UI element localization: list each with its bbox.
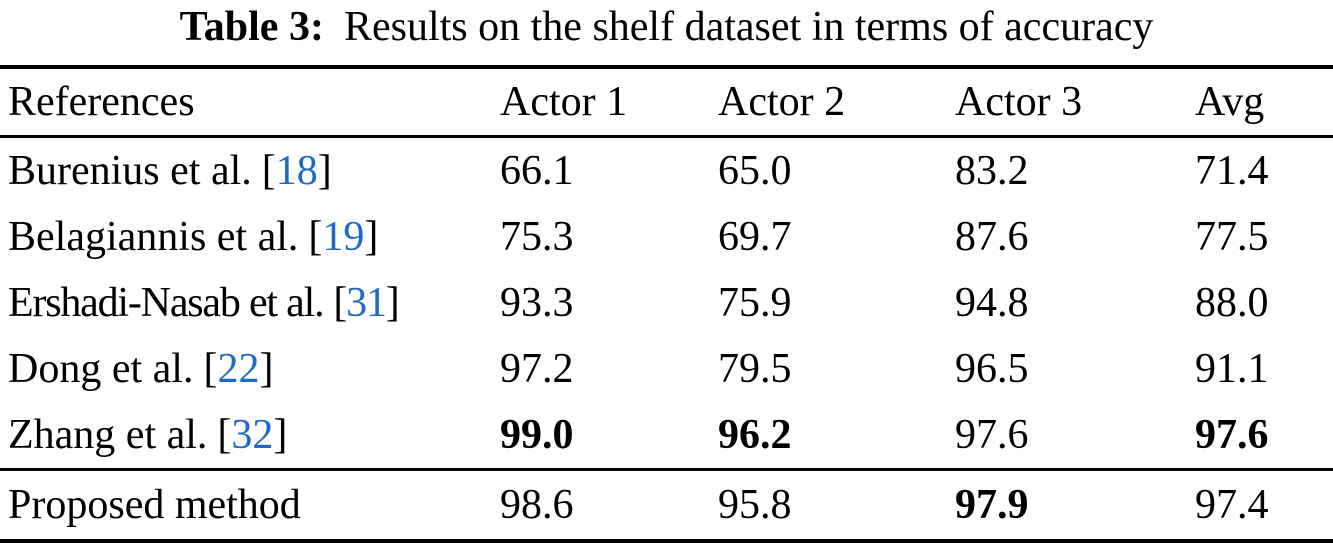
bracket-close: ] [259,346,274,392]
bracket-close: ] [317,148,332,194]
value-cell: 95.8 [718,482,792,528]
reference-cell: Burenius et al. [18] [0,137,500,205]
reference-cell: Dong et al. [22] [0,336,500,402]
value-cell: 99.0 [500,412,574,458]
value-cell: 96.5 [955,346,1029,392]
value-cell: 98.6 [500,482,574,528]
column-header-references: References [8,79,195,125]
table-row-dong: Dong et al. [22] 97.2 79.5 96.5 91.1 [0,336,1333,402]
reference-name: Ershadi-Nasab et al. [8,280,325,326]
bracket-open: [ [308,214,323,260]
citation: [32] [217,412,287,458]
table-row-belagiannis: Belagiannis et al. [19] 75.3 69.7 87.6 77… [0,204,1333,270]
value-cell: 77.5 [1195,214,1269,260]
header-row: References Actor 1 Actor 2 Actor 3 Avg [0,67,1333,137]
value-cell: 93.3 [500,280,574,326]
citation: [18] [262,148,332,194]
citation: [22] [203,346,273,392]
table-caption: Table 3: Results on the shelf dataset in … [0,0,1333,51]
reference-cell: Proposed method [0,470,500,542]
value-cell: 97.9 [955,482,1029,528]
bracket-close: ] [364,214,379,260]
bracket-open: [ [261,148,276,194]
column-header-actor3: Actor 3 [955,79,1083,125]
reference-cell: Ershadi-Nasab et al. [31] [0,270,500,336]
citation-link[interactable]: 31 [346,280,387,326]
reference-name: Dong et al. [8,346,194,392]
value-cell: 97.2 [500,346,574,392]
bracket-close: ] [385,280,400,326]
value-cell: 97.4 [1195,482,1269,528]
value-cell: 69.7 [718,214,792,260]
value-cell: 75.3 [500,214,574,260]
citation-link[interactable]: 32 [231,412,274,458]
column-header-actor1: Actor 1 [500,79,628,125]
column-header-avg: Avg [1195,79,1265,125]
value-cell: 94.8 [955,280,1029,326]
value-cell: 65.0 [718,148,792,194]
table-caption-text: Results on the shelf dataset in terms of… [343,4,1154,50]
bracket-close: ] [273,412,288,458]
column-header-actor2: Actor 2 [718,79,846,125]
bracket-open: [ [217,412,232,458]
bracket-open: [ [203,346,218,392]
reference-name: Burenius et al. [8,148,252,194]
value-cell: 66.1 [500,148,574,194]
value-cell: 83.2 [955,148,1029,194]
value-cell: 87.6 [955,214,1029,260]
bracket-open: [ [333,280,347,326]
reference-name: Proposed method [8,482,301,528]
table-row-proposed-method: Proposed method 98.6 95.8 97.9 97.4 [0,470,1333,542]
reference-cell: Belagiannis et al. [19] [0,204,500,270]
value-cell: 91.1 [1195,346,1269,392]
citation: [19] [308,214,378,260]
table-caption-label: Table 3: [179,4,324,50]
value-cell: 71.4 [1195,148,1269,194]
reference-cell: Zhang et al. [32] [0,402,500,470]
value-cell: 96.2 [718,412,792,458]
citation: [31] [333,280,400,326]
results-table: References Actor 1 Actor 2 Actor 3 Avg B… [0,65,1333,543]
table-row-ershadi-nasab: Ershadi-Nasab et al. [31] 93.3 75.9 94.8 … [0,270,1333,336]
citation-link[interactable]: 19 [322,214,365,260]
value-cell: 97.6 [955,412,1029,458]
reference-name: Belagiannis et al. [8,214,299,260]
value-cell: 75.9 [718,280,792,326]
value-cell: 88.0 [1195,280,1269,326]
value-cell: 79.5 [718,346,792,392]
value-cell: 97.6 [1195,412,1269,458]
citation-link[interactable]: 22 [217,346,260,392]
table-row-burenius: Burenius et al. [18] 66.1 65.0 83.2 71.4 [0,137,1333,205]
table-row-zhang: Zhang et al. [32] 99.0 96.2 97.6 97.6 [0,402,1333,470]
reference-name: Zhang et al. [8,412,208,458]
citation-link[interactable]: 18 [275,148,318,194]
